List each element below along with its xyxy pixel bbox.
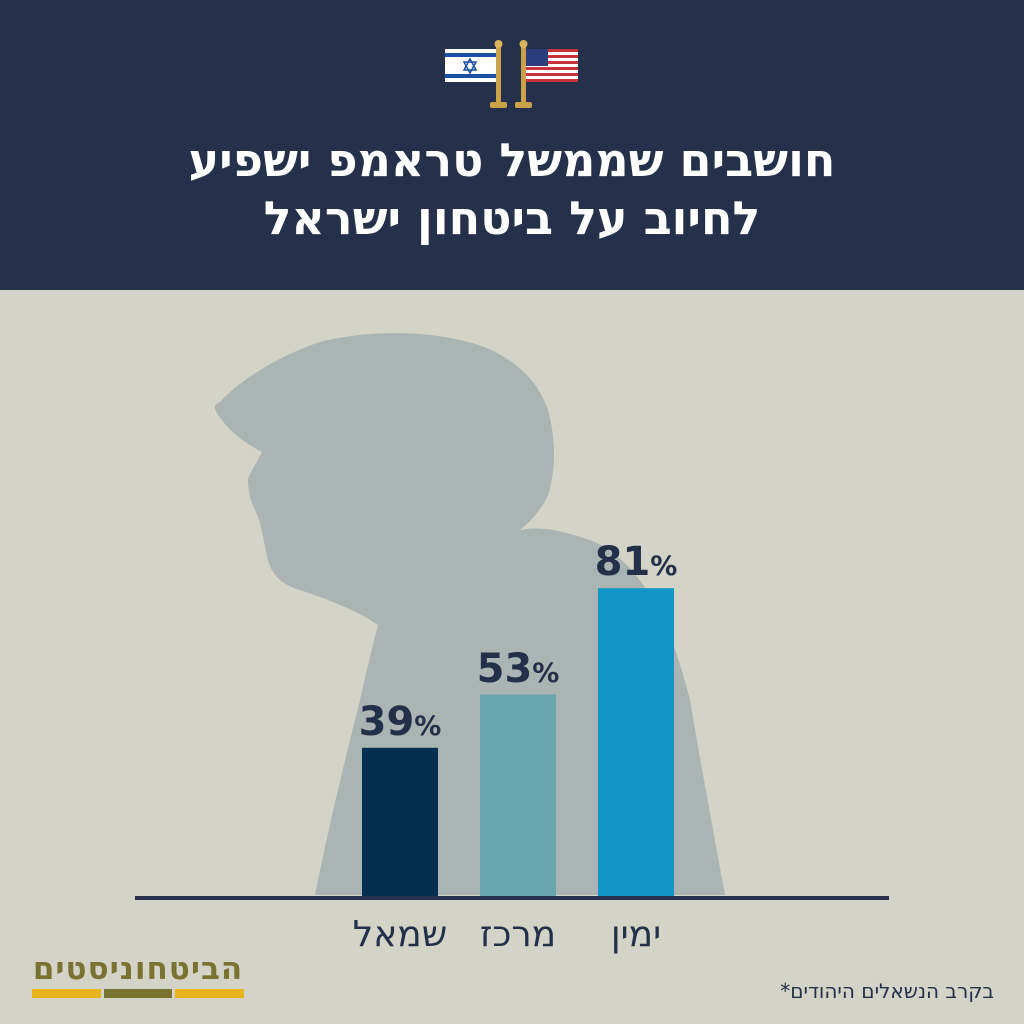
- title-line-2: לחיוב על ביטחון ישראל: [263, 191, 761, 245]
- logo-stripes: [32, 989, 245, 998]
- category-label-right: ימין: [610, 914, 662, 955]
- bar-value-label-left: 39%: [358, 698, 442, 745]
- brand-logo: הביטחוניסטים: [32, 951, 245, 998]
- logo-stripe: [32, 989, 101, 998]
- bar-center: [480, 694, 556, 896]
- category-label-left: שמאל: [352, 914, 448, 955]
- header-banner: חושבים שממשל טראמפ ישפיע לחיוב על ביטחון…: [0, 0, 1024, 290]
- footnote: בקרב הנשאלים היהודים*: [780, 979, 994, 1003]
- logo-stripe: [103, 989, 173, 998]
- bars-group: [362, 588, 674, 896]
- bar-right: [598, 588, 674, 896]
- category-label-center: מרכז: [479, 914, 557, 955]
- logo-stripe: [175, 989, 245, 998]
- logo-text: הביטחוניסטים: [32, 951, 244, 987]
- usa-flag-icon: [515, 40, 578, 108]
- bar-value-label-right: 81%: [594, 539, 678, 586]
- bar-value-label-center: 53%: [476, 645, 560, 692]
- silhouette-figure: [214, 333, 725, 896]
- title-line-1: חושבים שממשל טראמפ ישפיע: [188, 133, 836, 187]
- bar-chart: [135, 333, 889, 900]
- flags-graphic: [445, 40, 578, 108]
- israel-flag-icon: [445, 40, 507, 108]
- bar-left: [362, 747, 438, 896]
